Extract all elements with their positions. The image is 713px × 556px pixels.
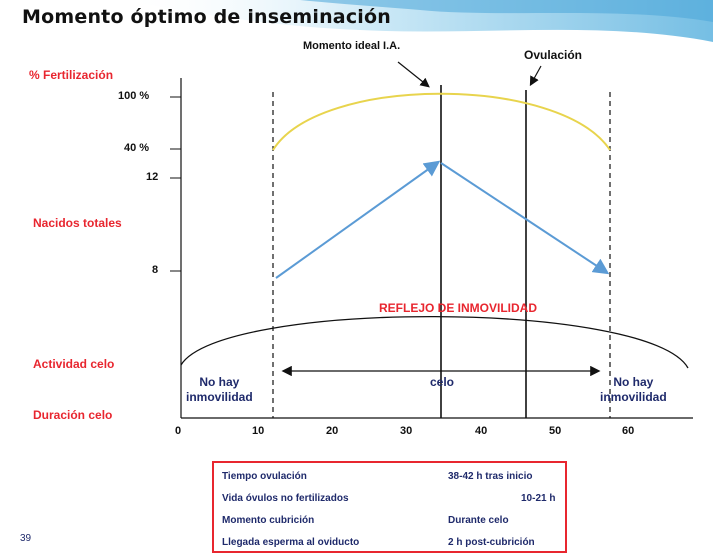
x-tick-label: 10 (252, 425, 265, 437)
nacidos-fall-line (440, 162, 610, 275)
ovulation-arrow (529, 65, 542, 87)
reflejo-label: REFLEJO DE INMOVILIDAD (379, 301, 538, 315)
y-tick-label-12: 12 (146, 171, 159, 183)
info-row-value: 38-42 h tras inicio (448, 471, 533, 482)
info-row-value: Durante celo (448, 515, 509, 526)
page-title: Momento óptimo de inseminación (22, 6, 391, 28)
actividad-celo-label: Actividad celo (33, 357, 115, 371)
info-row-label: Vida óvulos no fertilizados (222, 493, 349, 504)
x-tick-label: 40 (475, 425, 488, 437)
duracion-celo-label: Duración celo (33, 408, 113, 422)
x-tick-label: 0 (175, 425, 182, 437)
no-hay-inmovilidad-left: No hay inmovilidad (186, 375, 253, 404)
info-row-value: 2 h post-cubrición (448, 537, 535, 548)
info-row-label: Llegada esperma al oviducto (222, 537, 360, 548)
y-tick-label-8: 8 (152, 264, 159, 276)
info-row-value: 10-21 h (521, 493, 556, 504)
header-wave-decoration (120, 0, 713, 42)
info-box: Tiempo ovulación 38-42 h tras inicio Vid… (212, 461, 567, 553)
info-row-label: Momento cubrición (222, 515, 315, 526)
ideal-ia-label: Momento ideal I.A. (303, 40, 401, 52)
info-row-label: Tiempo ovulación (222, 471, 307, 482)
x-tick-label: 30 (400, 425, 413, 437)
ideal-ia-arrow (397, 61, 430, 88)
celo-label: celo (430, 375, 455, 389)
y-tick-label-100: 100 % (118, 90, 150, 102)
nacidos-rise-line (275, 160, 441, 279)
actividad-celo-curve (180, 316, 689, 369)
page-number: 39 (20, 533, 32, 544)
nacidos-totales-label: Nacidos totales (33, 216, 122, 230)
pct-fertilizacion-label: % Fertilización (29, 68, 114, 82)
x-tick-label: 60 (622, 425, 635, 437)
x-tick-label: 50 (549, 425, 562, 437)
fertilization-curve (272, 92, 611, 151)
no-hay-inmovilidad-right: No hay inmovilidad (600, 375, 667, 404)
ovulation-label: Ovulación (524, 48, 583, 62)
y-tick-label-40: 40 % (124, 142, 150, 154)
x-tick-label: 20 (326, 425, 339, 437)
diagram (170, 61, 693, 419)
